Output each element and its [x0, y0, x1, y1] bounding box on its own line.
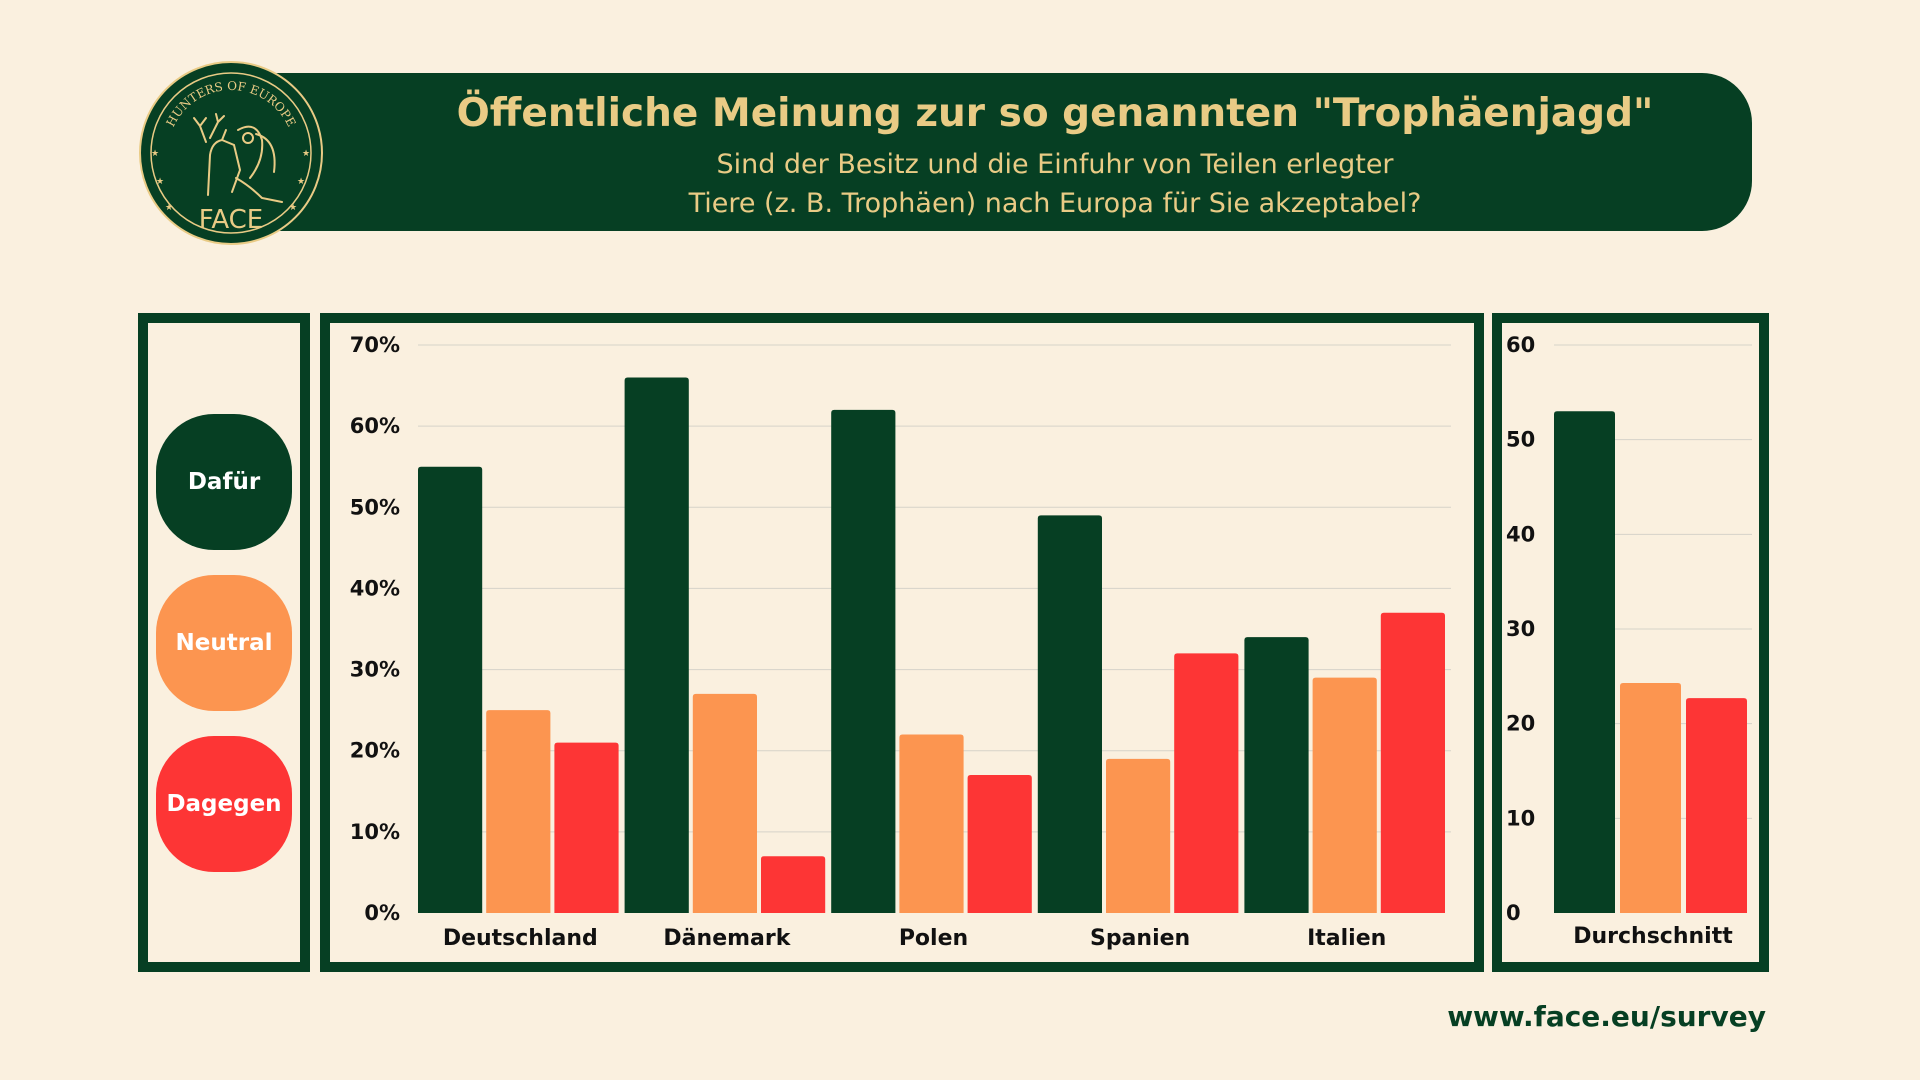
bar-neutral-deutschland [486, 710, 551, 913]
bar-dafuer-durchschnitt [1554, 411, 1615, 913]
country-chart-panel [320, 313, 1484, 972]
legend-item-neutral: Neutral [156, 575, 292, 711]
svg-text:★: ★ [151, 149, 159, 159]
y-tick-label: 20% [350, 739, 400, 763]
subtitle-line-2: Tiere (z. B. Trophäen) nach Europa für S… [688, 188, 1422, 219]
logo-name: FACE [199, 205, 263, 235]
y-tick-label: 40% [350, 576, 400, 600]
bar-dagegen-italien [1380, 612, 1445, 913]
subtitle-line-1: Sind der Besitz und die Einfuhr von Teil… [716, 149, 1394, 180]
y-tick-label: 50 [1506, 428, 1535, 452]
legend-panel [138, 313, 310, 972]
bar-neutral-spanien [1106, 758, 1171, 913]
average-chart-panel [1492, 313, 1769, 972]
bar-neutral-daenemark [692, 693, 757, 913]
bar-dafuer-daenemark [624, 377, 689, 913]
logo-stars: ★ ★ ★ ★ ★ ★ [151, 149, 310, 213]
svg-text:★: ★ [297, 177, 305, 187]
bar-dagegen-spanien [1174, 653, 1239, 913]
category-label-spanien: Spanien [1090, 926, 1190, 951]
bar-neutral-durchschnitt [1620, 682, 1681, 913]
hunter-and-stag-emblem-icon [193, 113, 283, 203]
bar-dafuer-deutschland [418, 466, 483, 913]
y-tick-label: 50% [350, 495, 400, 519]
bar-dafuer-italien [1244, 637, 1309, 913]
y-tick-label: 0% [364, 901, 400, 925]
header-banner [228, 73, 1752, 231]
y-tick-label: 60 [1506, 333, 1535, 357]
bar-dafuer-spanien [1037, 515, 1102, 913]
svg-text:★: ★ [156, 177, 164, 187]
bar-dagegen-polen [967, 775, 1032, 913]
legend-item-dafur: Dafür [156, 414, 292, 550]
y-tick-label: 40 [1506, 522, 1535, 546]
bar-neutral-polen [899, 734, 964, 913]
category-label-polen: Polen [899, 926, 968, 951]
y-tick-label: 0 [1506, 901, 1521, 925]
bar-dagegen-durchschnitt [1686, 698, 1747, 913]
bar-dagegen-daenemark [761, 856, 826, 913]
svg-text:★: ★ [165, 203, 173, 213]
average-bar-chart: 0 10 20 30 40 50 60 Durchschnitt [1506, 333, 1752, 949]
legend-item-dagegen: Dagegen [156, 736, 292, 872]
bar-dafuer-polen [831, 409, 896, 913]
survey-url[interactable]: www.face.eu/survey [1447, 1000, 1766, 1033]
y-tick-label: 30 [1506, 617, 1535, 641]
category-label-deutschland: Deutschland [443, 926, 598, 951]
bar-neutral-italien [1312, 677, 1377, 913]
y-tick-label: 10% [350, 820, 400, 844]
svg-text:★: ★ [289, 203, 297, 213]
y-tick-label: 30% [350, 658, 400, 682]
country-bar-chart: 0% 10% 20% 30% 40% 50% 60% 70% Deutschland Dänema… [350, 333, 1451, 951]
page-title: Öffentliche Meinung zur so genannten "Tr… [456, 91, 1654, 136]
y-tick-label: 70% [350, 333, 400, 357]
bar-dagegen-deutschland [554, 742, 619, 913]
face-logo: HUNTERS OF EUROPE FACE ★ ★ ★ ★ ★ ★ [139, 61, 323, 245]
category-label-italien: Italien [1307, 926, 1386, 951]
y-tick-label: 10 [1506, 806, 1535, 830]
category-label-durchschnitt: Durchschnitt [1573, 924, 1733, 949]
y-tick-label: 60% [350, 414, 400, 438]
y-tick-label: 20 [1506, 712, 1535, 736]
svg-text:★: ★ [302, 149, 310, 159]
category-label-daenemark: Dänemark [663, 926, 791, 951]
